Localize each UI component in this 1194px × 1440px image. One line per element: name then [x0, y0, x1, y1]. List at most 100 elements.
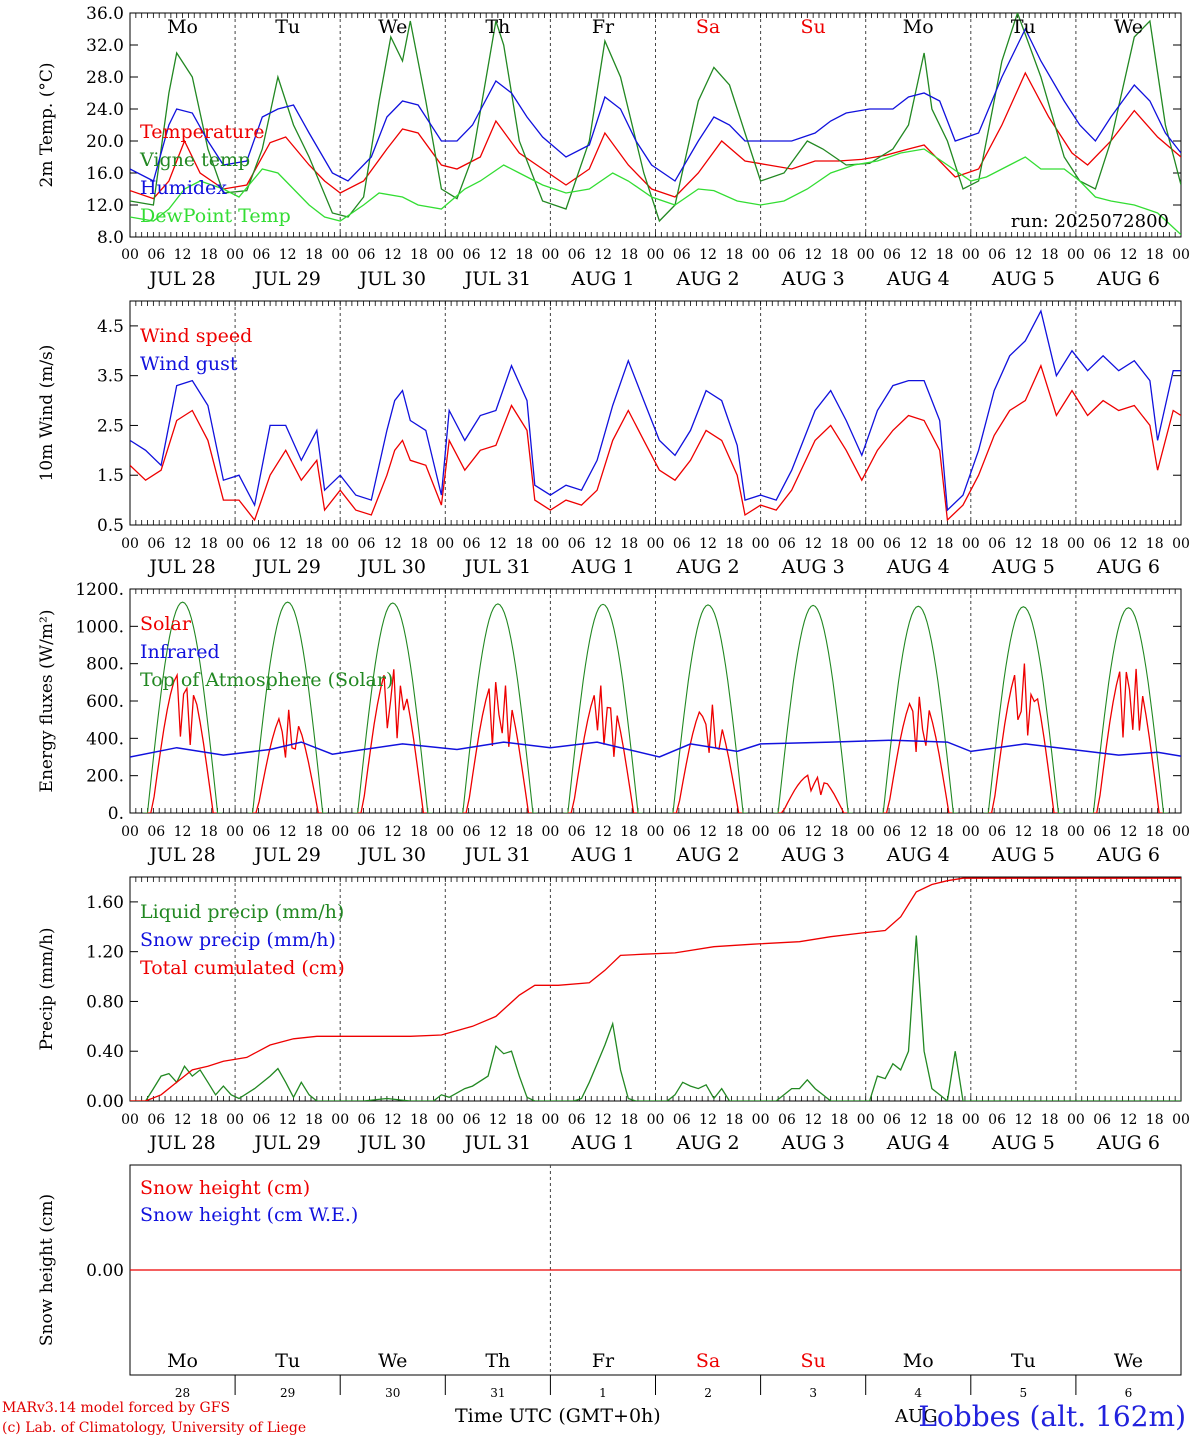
day-name-label: Mo [903, 16, 934, 38]
y-tick-label: 32.0 [86, 36, 124, 56]
solar-line [673, 704, 742, 813]
x-hour-label: 12 [804, 247, 822, 263]
x-hour-label: 06 [673, 1112, 691, 1128]
x-hour-label: 12 [489, 536, 507, 552]
x-axis-title: Time UTC (GMT+0h) [455, 1405, 661, 1427]
x-hour-label: 12 [699, 824, 717, 840]
x-hour-label: 18 [831, 824, 849, 840]
x-hour-label: 06 [463, 247, 481, 263]
y-tick-label: 1.5 [97, 466, 124, 486]
x-hour-label: 12 [384, 536, 402, 552]
x-hour-label: 18 [305, 1112, 323, 1128]
y-tick-label: 1000. [75, 617, 124, 637]
x-date-label: JUL 31 [463, 1132, 531, 1154]
day-name-label: Sa [696, 16, 720, 38]
x-hour-label: 06 [463, 1112, 481, 1128]
x-hour-label: 12 [279, 824, 297, 840]
x-hour-label: 18 [200, 536, 218, 552]
x-date-label: AUG 3 [781, 268, 845, 290]
x-hour-label: 12 [594, 247, 612, 263]
x-hour-label: 12 [279, 247, 297, 263]
x-hour-label: 06 [1093, 824, 1111, 840]
x-date-label: AUG 5 [991, 1132, 1055, 1154]
x-hour-label: 12 [489, 824, 507, 840]
day-name-label: Tu [275, 16, 300, 38]
y-tick-label: 0. [108, 804, 124, 824]
x-date-label: AUG 3 [781, 1132, 845, 1154]
plot-frame [129, 300, 1182, 526]
x-hour-label: 06 [883, 247, 901, 263]
solar-line [1093, 668, 1163, 813]
x-hour-label: 06 [778, 536, 796, 552]
day-name-label: Tu [275, 1350, 300, 1372]
day-name-label: We [1114, 16, 1143, 38]
x-hour-label: 12 [699, 536, 717, 552]
x-date-label: AUG 1 [570, 844, 634, 866]
day-name-label: Th [485, 16, 510, 38]
y-tick-label: 24.0 [86, 100, 124, 120]
toa-solar-line [773, 604, 853, 813]
x-hour-label: 18 [305, 824, 323, 840]
x-date-label: AUG 2 [676, 556, 740, 578]
x-date-label: AUG 6 [1096, 556, 1160, 578]
x-date-label: JUL 28 [147, 844, 215, 866]
legend-entry: Vigne temp [139, 149, 250, 171]
x-hour-label: 12 [174, 824, 192, 840]
toa-solar-line [353, 602, 433, 813]
x-hour-label: 06 [147, 824, 165, 840]
day-name-label: Mo [167, 1350, 198, 1372]
x-hour-label: 00 [436, 824, 454, 840]
day-number-label: 2 [704, 1386, 712, 1400]
x-date-label: JUL 31 [463, 268, 531, 290]
x-hour-label: 12 [384, 824, 402, 840]
x-hour-label: 06 [568, 247, 586, 263]
x-hour-label: 18 [410, 1112, 428, 1128]
x-hour-label: 18 [725, 536, 743, 552]
x-hour-label: 00 [962, 1112, 980, 1128]
y-tick-label: 0.00 [86, 1261, 124, 1281]
x-hour-label: 18 [1041, 824, 1059, 840]
legend-entry: Temperature [140, 121, 264, 143]
x-hour-label: 12 [174, 536, 192, 552]
y-tick-label: 800. [86, 655, 124, 675]
x-hour-label: 18 [410, 536, 428, 552]
toa-solar-line [1089, 607, 1168, 813]
y-tick-label: 1.20 [86, 943, 124, 963]
x-date-label: AUG 2 [676, 844, 740, 866]
x-hour-label: 06 [883, 1112, 901, 1128]
x-hour-label: 18 [1146, 536, 1164, 552]
x-date-label: JUL 30 [358, 556, 426, 578]
day-name-label: We [378, 1350, 407, 1372]
x-hour-label: 12 [1120, 1112, 1138, 1128]
x-hour-label: 12 [594, 1112, 612, 1128]
y-axis-label: 10m Wind (m/s) [37, 345, 57, 482]
x-hour-label: 00 [962, 247, 980, 263]
x-hour-label: 00 [1172, 824, 1190, 840]
solar-line [778, 774, 848, 813]
x-date-label: JUL 28 [147, 1132, 215, 1154]
day-number-label: 30 [385, 1386, 400, 1400]
x-hour-label: 18 [620, 1112, 638, 1128]
x-hour-label: 12 [804, 824, 822, 840]
infrared-line [130, 739, 1181, 758]
legend-entry: Liquid precip (mm/h) [140, 901, 344, 923]
x-hour-label: 12 [1014, 1112, 1032, 1128]
x-hour-label: 18 [725, 824, 743, 840]
x-hour-label: 18 [831, 1112, 849, 1128]
series-line-3 [130, 148, 1181, 236]
x-hour-label: 12 [174, 247, 192, 263]
series-group [130, 309, 1181, 522]
x-hour-label: 12 [489, 247, 507, 263]
series-line-1 [130, 309, 1181, 512]
x-hour-label: 18 [410, 247, 428, 263]
x-hour-label: 00 [121, 536, 139, 552]
day-name-label: We [1114, 1350, 1143, 1372]
legend-entry: Wind speed [140, 325, 252, 347]
x-hour-label: 06 [883, 824, 901, 840]
x-hour-label: 18 [620, 824, 638, 840]
x-date-label: JUL 28 [147, 556, 215, 578]
x-date-label: JUL 30 [358, 1132, 426, 1154]
day-number-label: 4 [914, 1386, 922, 1400]
x-hour-label: 12 [174, 1112, 192, 1128]
x-hour-label: 00 [1067, 824, 1085, 840]
